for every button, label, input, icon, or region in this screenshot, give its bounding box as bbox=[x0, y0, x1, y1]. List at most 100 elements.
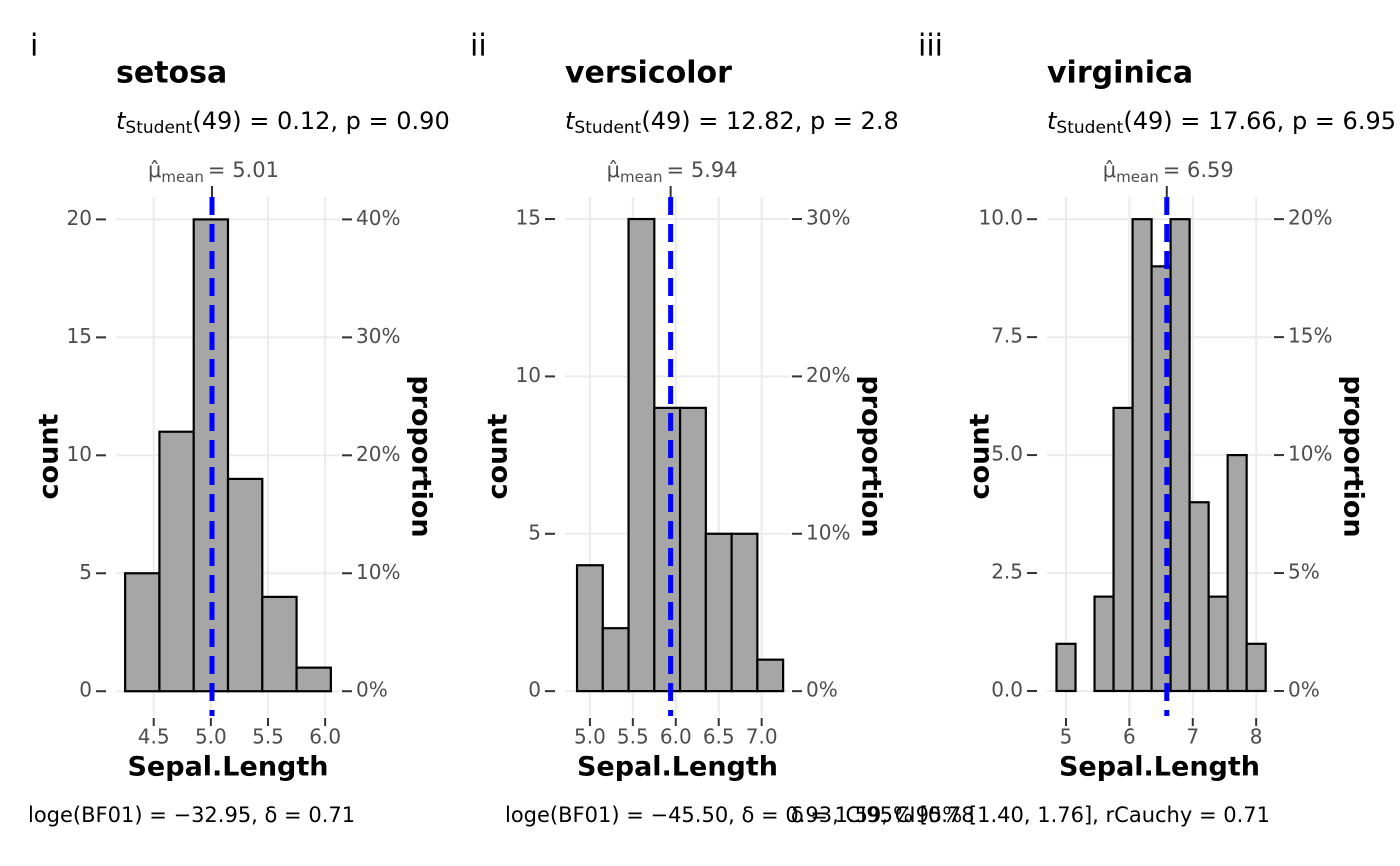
x-tick-label: 5.5 bbox=[252, 725, 284, 749]
mean-symbol: μ̂ bbox=[148, 158, 161, 182]
x-tick-label: 4.5 bbox=[138, 725, 170, 749]
y-tick-label: 0 bbox=[528, 678, 541, 702]
subtitle-text: (49) = 17.66, p = 6.95 bbox=[1123, 107, 1396, 135]
y-tick-label: 10.0 bbox=[978, 206, 1023, 230]
y2-tick-label: 20% bbox=[1288, 206, 1332, 230]
y2-tick-label: 20% bbox=[806, 363, 850, 387]
x-axis-title: Sepal.Length bbox=[1059, 752, 1260, 783]
mean-symbol: μ̂ bbox=[1103, 158, 1116, 182]
bar bbox=[1169, 218, 1191, 693]
bar bbox=[124, 572, 161, 693]
panel-title: versicolor bbox=[565, 56, 732, 91]
bar bbox=[1055, 642, 1077, 693]
y-tick-label: 5 bbox=[528, 520, 541, 544]
y-tick-label: 0 bbox=[79, 678, 92, 702]
x-tick-label: 7 bbox=[1186, 725, 1199, 749]
y-tick-label: 5 bbox=[79, 560, 92, 584]
y2-tick-label: 30% bbox=[356, 324, 400, 348]
caption: δ = 1.59, CI95% [1.40, 1.76], rCauchy = … bbox=[791, 803, 1270, 827]
bar bbox=[1112, 406, 1134, 693]
subtitle-symbol: t bbox=[565, 107, 576, 135]
subtitle: tStudent(49) = 17.66, p = 6.95 bbox=[1047, 107, 1396, 138]
panel-label: i bbox=[30, 29, 38, 64]
subtitle-symbol: t bbox=[116, 107, 127, 135]
y2-tick-label: 0% bbox=[1288, 677, 1320, 701]
caption: loge(BF01) = −45.50, δ = 0.93, CI95% [0.… bbox=[505, 803, 975, 827]
x-tick-label: 5.0 bbox=[574, 725, 606, 749]
x-tick-label: 6 bbox=[1123, 725, 1136, 749]
bar bbox=[158, 430, 195, 693]
bar bbox=[1226, 453, 1248, 693]
y-tick-label: 0.0 bbox=[991, 677, 1023, 701]
mean-text: = 6.59 bbox=[1163, 158, 1234, 182]
y-tick-label: 10 bbox=[516, 363, 541, 387]
x-tick-label: 7.0 bbox=[746, 725, 778, 749]
mean-text: = 5.94 bbox=[667, 158, 738, 182]
x-tick-label: 6.0 bbox=[309, 725, 341, 749]
bar bbox=[1188, 501, 1210, 693]
bar bbox=[627, 217, 656, 693]
bar bbox=[601, 627, 630, 693]
subtitle-symbol: t bbox=[1047, 107, 1058, 135]
y2-axis-title: proportion bbox=[1338, 375, 1369, 537]
x-tick-label: 5.5 bbox=[617, 725, 649, 749]
x-tick-label: 5 bbox=[1060, 725, 1073, 749]
mean-subscript: mean bbox=[161, 168, 204, 186]
bar bbox=[704, 532, 733, 693]
mean-text: = 5.01 bbox=[208, 158, 279, 182]
subtitle-text: (49) = 12.82, p = 2.8 bbox=[641, 107, 898, 135]
y-axis-title: count bbox=[34, 413, 65, 499]
y2-tick-label: 0% bbox=[806, 678, 838, 702]
subtitle-subscript: Student bbox=[1056, 118, 1123, 138]
bar bbox=[678, 406, 707, 693]
y-tick-label: 15 bbox=[516, 206, 541, 230]
bar bbox=[1245, 642, 1267, 693]
bar bbox=[730, 532, 759, 693]
panel-title: virginica bbox=[1047, 56, 1193, 91]
bar bbox=[1093, 595, 1115, 693]
bar bbox=[295, 666, 332, 693]
y-tick-label: 5.0 bbox=[991, 442, 1023, 466]
mean-symbol: μ̂ bbox=[607, 158, 620, 182]
y-tick-label: 7.5 bbox=[991, 324, 1023, 348]
x-tick-label: 6.5 bbox=[703, 725, 735, 749]
y-tick-label: 2.5 bbox=[991, 560, 1023, 584]
x-tick-label: 8 bbox=[1250, 725, 1263, 749]
bar bbox=[575, 564, 604, 693]
y-tick-label: 15 bbox=[67, 324, 92, 348]
bar bbox=[261, 595, 298, 693]
y2-tick-label: 0% bbox=[356, 678, 388, 702]
y2-tick-label: 10% bbox=[1288, 442, 1332, 466]
bar bbox=[1131, 218, 1153, 693]
y2-tick-label: 30% bbox=[806, 206, 850, 230]
panel-label: iii bbox=[918, 29, 943, 64]
y2-axis-title: proportion bbox=[856, 375, 887, 537]
bar bbox=[226, 477, 264, 693]
subtitle: tStudent(49) = 0.12, p = 0.90 bbox=[116, 107, 450, 138]
subtitle-subscript: Student bbox=[574, 118, 641, 138]
x-tick-label: 6.0 bbox=[660, 725, 692, 749]
y2-tick-label: 10% bbox=[806, 520, 850, 544]
subtitle-text: (49) = 0.12, p = 0.90 bbox=[192, 107, 449, 135]
y2-tick-label: 10% bbox=[356, 560, 400, 584]
y-tick-label: 10 bbox=[67, 442, 92, 466]
y2-tick-label: 15% bbox=[1288, 324, 1332, 348]
x-tick-label: 5.0 bbox=[195, 725, 227, 749]
mean-label: μ̂mean = 6.59 bbox=[1103, 158, 1234, 186]
mean-label: μ̂mean = 5.94 bbox=[607, 158, 738, 186]
bar bbox=[756, 658, 785, 693]
panel-title: setosa bbox=[116, 56, 227, 91]
y2-axis-title: proportion bbox=[406, 375, 437, 537]
x-axis-title: Sepal.Length bbox=[127, 752, 328, 783]
mean-subscript: mean bbox=[1116, 168, 1159, 186]
y-axis-title: count bbox=[483, 413, 514, 499]
y2-tick-label: 20% bbox=[356, 442, 400, 466]
y-axis-title: count bbox=[965, 413, 996, 499]
subtitle-subscript: Student bbox=[125, 118, 192, 138]
y2-tick-label: 5% bbox=[1288, 560, 1320, 584]
subtitle: tStudent(49) = 12.82, p = 2.8 bbox=[565, 107, 899, 138]
bar bbox=[1207, 595, 1229, 693]
mean-label: μ̂mean = 5.01 bbox=[148, 158, 279, 186]
panel-label: ii bbox=[470, 29, 487, 64]
